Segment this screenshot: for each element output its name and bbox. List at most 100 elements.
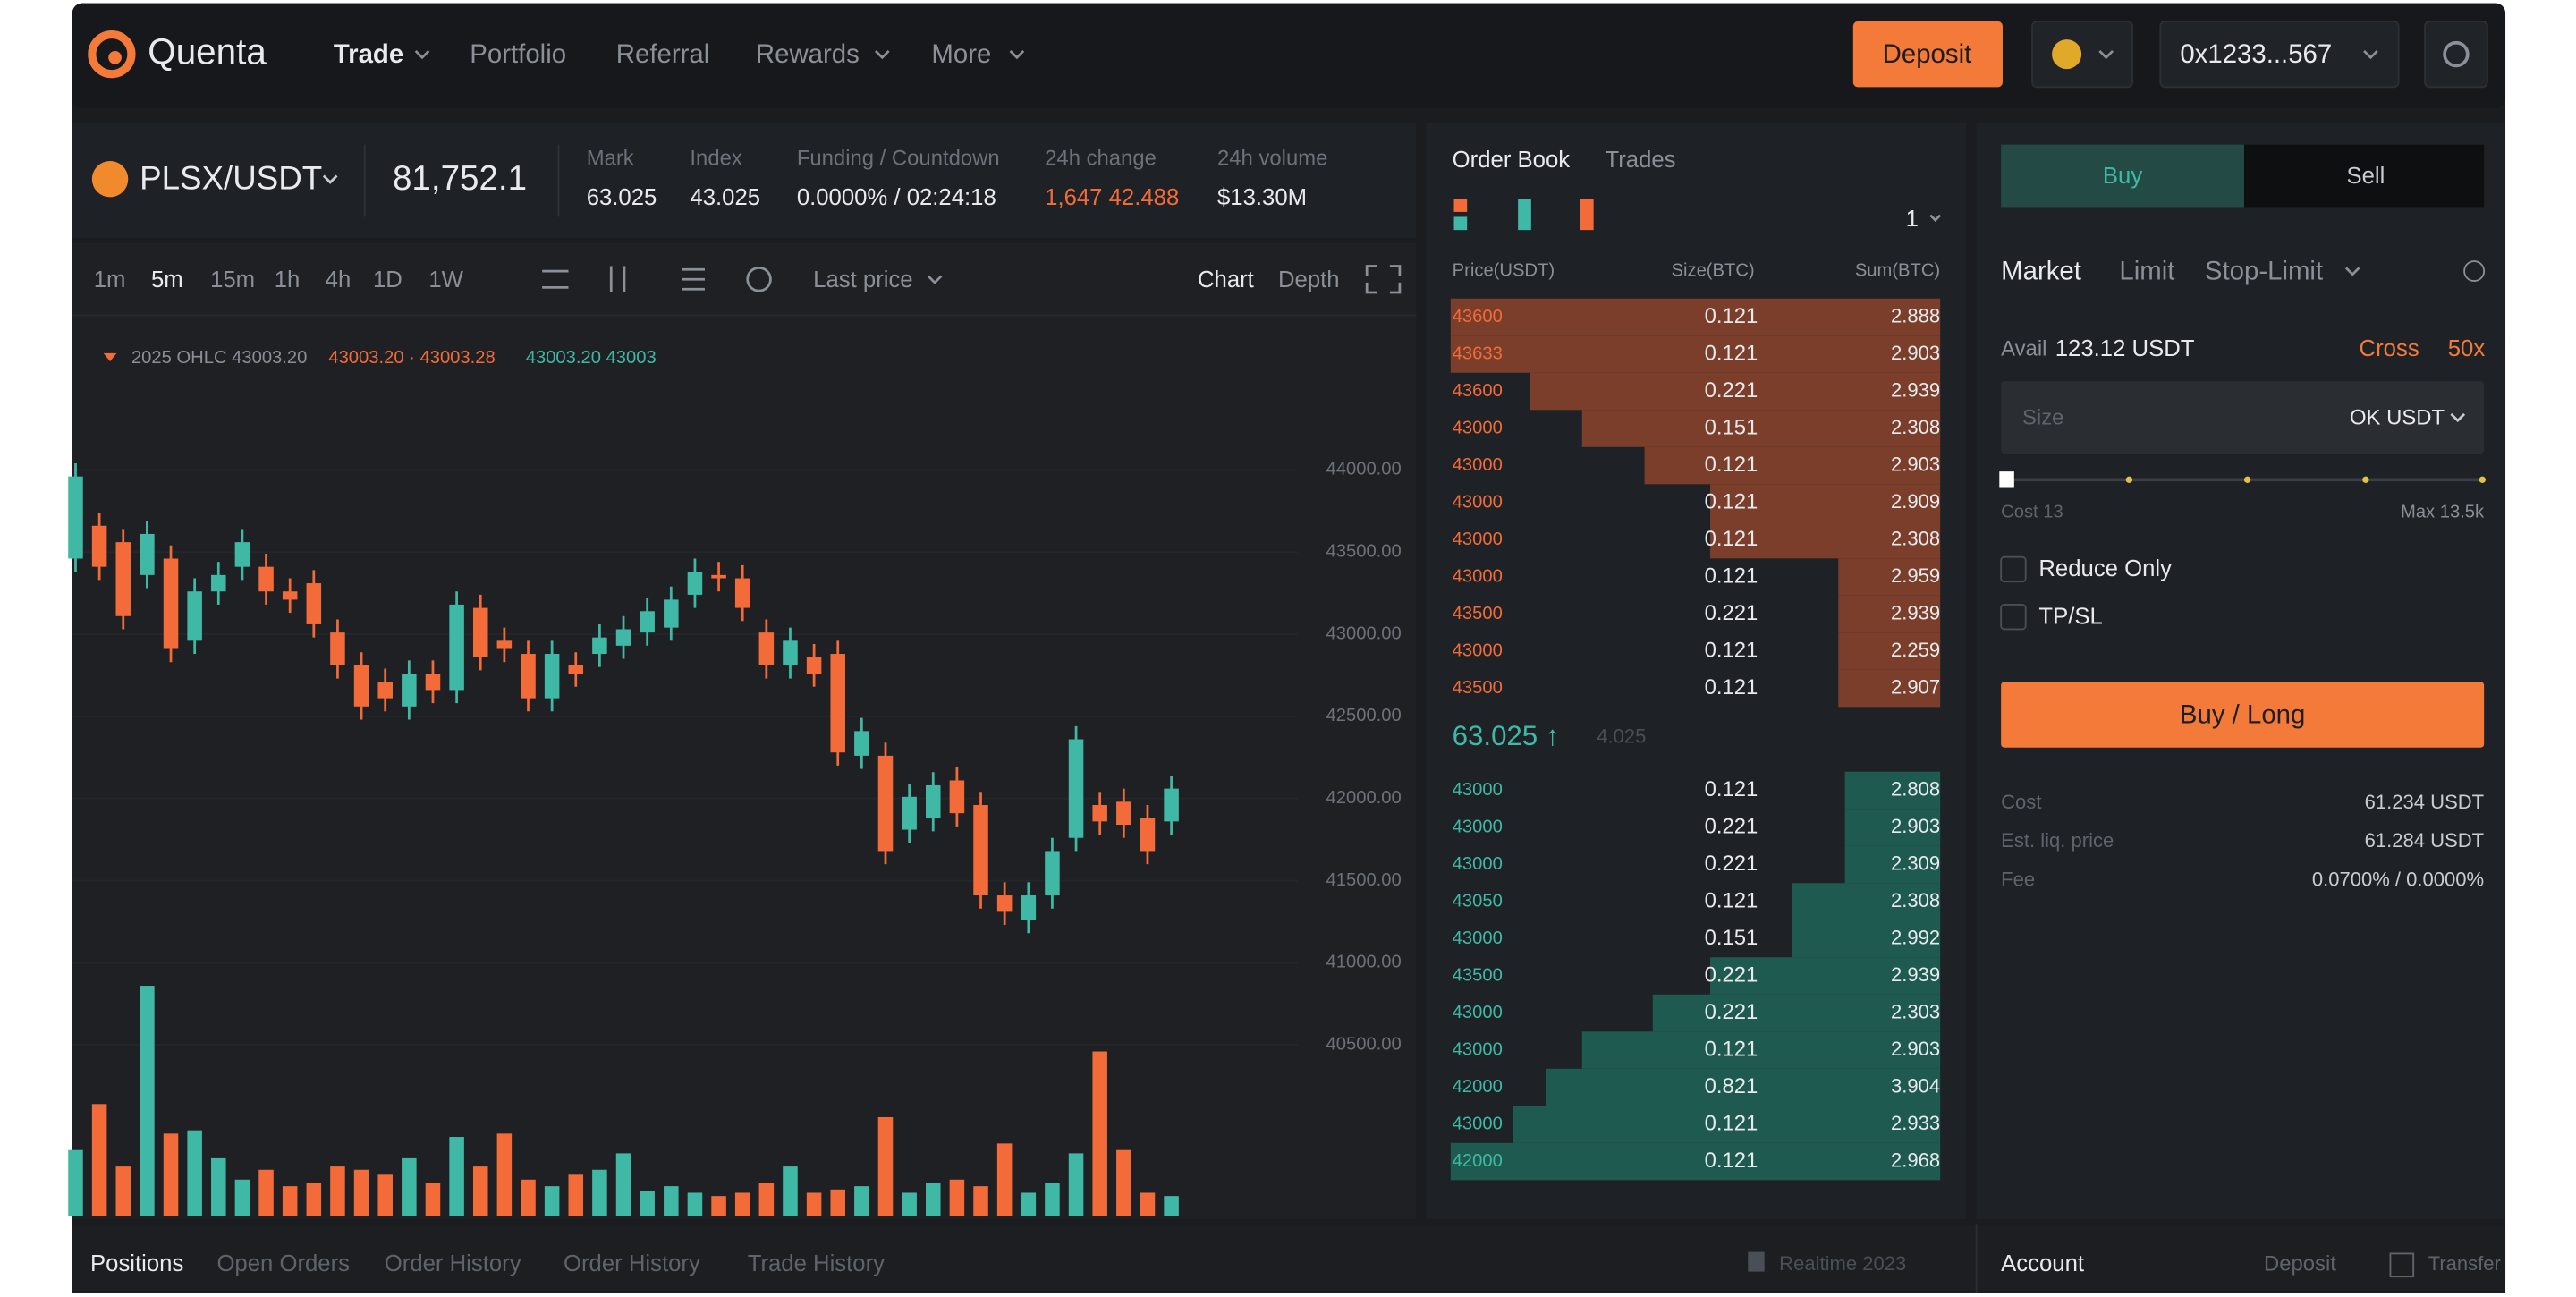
interval[interactable]: 4h [326, 267, 352, 292]
buy-tab[interactable] [2001, 144, 2244, 208]
account-link[interactable]: Transfer [2428, 1252, 2501, 1275]
candle-body [353, 665, 369, 707]
size-unit[interactable]: OK USDT [2350, 406, 2445, 430]
book-price[interactable]: 43000 [1453, 455, 1503, 475]
address-button[interactable] [2159, 20, 2400, 89]
deposit-button[interactable] [1852, 21, 2003, 88]
candle-body [783, 640, 798, 665]
interval[interactable]: 1m [94, 267, 126, 292]
book-price[interactable]: 43000 [1453, 1114, 1503, 1133]
nav-item[interactable]: Portfolio [470, 39, 566, 69]
sell-tab-label[interactable]: Sell [2346, 164, 2385, 189]
book-price[interactable]: 43000 [1453, 418, 1503, 437]
grouping[interactable]: 1 [1906, 207, 1919, 232]
bottom-bar [72, 1224, 2506, 1293]
view-tab[interactable]: Chart [1198, 267, 1254, 292]
bottom-tab[interactable]: Open Orders [216, 1251, 350, 1276]
buy-tab-label[interactable]: Buy [2103, 164, 2142, 189]
book-price[interactable]: 43000 [1453, 1003, 1503, 1022]
address[interactable]: 0x1233...567 [2180, 39, 2332, 69]
size-input[interactable] [2001, 381, 2485, 454]
y-tick-label: 42500.00 [1326, 706, 1402, 725]
book-price[interactable]: 43600 [1453, 381, 1503, 401]
nav-item[interactable]: Rewards [756, 39, 860, 69]
book-price[interactable]: 43500 [1453, 604, 1503, 623]
book-price[interactable]: 43000 [1453, 928, 1503, 948]
book-tab[interactable]: Trades [1605, 148, 1675, 173]
settings-button[interactable] [2424, 20, 2488, 89]
view-icon[interactable] [1453, 199, 1468, 212]
book-sum: 2.903 [1891, 342, 1940, 364]
y-tick-label: 41000.00 [1326, 953, 1402, 972]
order-type[interactable]: Stop-Limit [2205, 257, 2323, 286]
legend-toggle[interactable] [103, 352, 117, 362]
wallet-button[interactable] [2031, 20, 2133, 89]
interval[interactable]: 1W [428, 267, 463, 292]
book-price[interactable]: 43000 [1453, 854, 1503, 874]
pair[interactable]: PLSX/USDT [140, 160, 322, 197]
book-price[interactable]: 43000 [1453, 566, 1503, 586]
book-price[interactable]: 43000 [1453, 780, 1503, 800]
depth-bar [1450, 298, 1941, 336]
volume-bar [115, 1166, 131, 1216]
book-price[interactable]: 43500 [1453, 678, 1503, 698]
nav-item[interactable]: Referral [616, 39, 709, 69]
checkbox[interactable] [2000, 604, 2027, 631]
book-price[interactable]: 43000 [1453, 530, 1503, 549]
book-price[interactable]: 42000 [1453, 1077, 1503, 1097]
candle-body [449, 604, 464, 691]
checkbox-label[interactable]: Reduce Only [2038, 556, 2172, 581]
sell-tab[interactable] [2243, 144, 2485, 208]
slider-step [2243, 476, 2251, 484]
book-price[interactable]: 43050 [1453, 891, 1503, 911]
book-price[interactable]: 43000 [1453, 817, 1503, 836]
book-tab[interactable]: Order Book [1453, 148, 1571, 173]
view-icon[interactable] [1580, 199, 1594, 231]
book-price[interactable]: 43633 [1453, 343, 1503, 363]
book-price[interactable]: 43500 [1453, 965, 1503, 985]
view-tab[interactable]: Depth [1278, 267, 1340, 292]
bottom-tab[interactable]: Order History [564, 1251, 700, 1276]
volume-bar [902, 1192, 917, 1216]
book-price[interactable]: 43000 [1453, 1039, 1503, 1059]
price-type[interactable]: Last price [813, 267, 912, 292]
account-link[interactable]: Deposit [2264, 1252, 2336, 1276]
submit-label[interactable]: Buy / Long [2180, 700, 2305, 730]
book-price[interactable]: 42000 [1453, 1151, 1503, 1171]
bottom-tab[interactable]: Positions [90, 1251, 183, 1276]
book-size: 0.221 [1705, 601, 1758, 625]
margin-mode[interactable]: Cross [2360, 336, 2419, 361]
submit-button[interactable] [2001, 682, 2485, 748]
checkbox[interactable] [2000, 555, 2027, 583]
interval[interactable]: 1D [373, 267, 402, 292]
candle-body [472, 607, 488, 657]
volume-bar [1140, 1192, 1156, 1216]
order-type[interactable]: Limit [2119, 257, 2174, 286]
interval[interactable]: 15m [210, 267, 255, 292]
bottom-tab[interactable]: Order History [385, 1251, 521, 1276]
account-title[interactable]: Account [2001, 1251, 2084, 1276]
order-type[interactable]: Market [2001, 257, 2081, 286]
caret [2344, 267, 2360, 276]
slider-handle[interactable] [1999, 471, 2014, 488]
bottom-tab[interactable]: Trade History [748, 1251, 885, 1276]
view-icon[interactable] [1518, 199, 1531, 231]
interval[interactable]: 5m [151, 267, 183, 292]
nav-item[interactable]: Trade [334, 39, 403, 69]
deposit-label[interactable]: Deposit [1883, 39, 1972, 69]
volume-bar [1092, 1051, 1107, 1216]
volume-bar [68, 1149, 83, 1216]
interval[interactable]: 1h [275, 267, 301, 292]
book-price[interactable]: 43000 [1453, 640, 1503, 660]
brand: Quenta [148, 30, 267, 72]
checkbox-label[interactable]: TP/SL [2038, 604, 2102, 629]
summary-value: 61.234 USDT [2365, 791, 2484, 813]
volume-bar [1068, 1153, 1084, 1216]
summary-value: 0.0700% / 0.0000% [2312, 868, 2484, 890]
leverage[interactable]: 50x [2448, 336, 2486, 361]
nav-item[interactable]: More [931, 39, 991, 69]
candlestick-chart: 44000.00 43500.00 43000.00 42500.00 42000.00… [68, 460, 1402, 1216]
book-price[interactable]: 43600 [1453, 307, 1503, 326]
stat-value: 63.025 [587, 185, 657, 210]
book-price[interactable]: 43000 [1453, 492, 1503, 512]
